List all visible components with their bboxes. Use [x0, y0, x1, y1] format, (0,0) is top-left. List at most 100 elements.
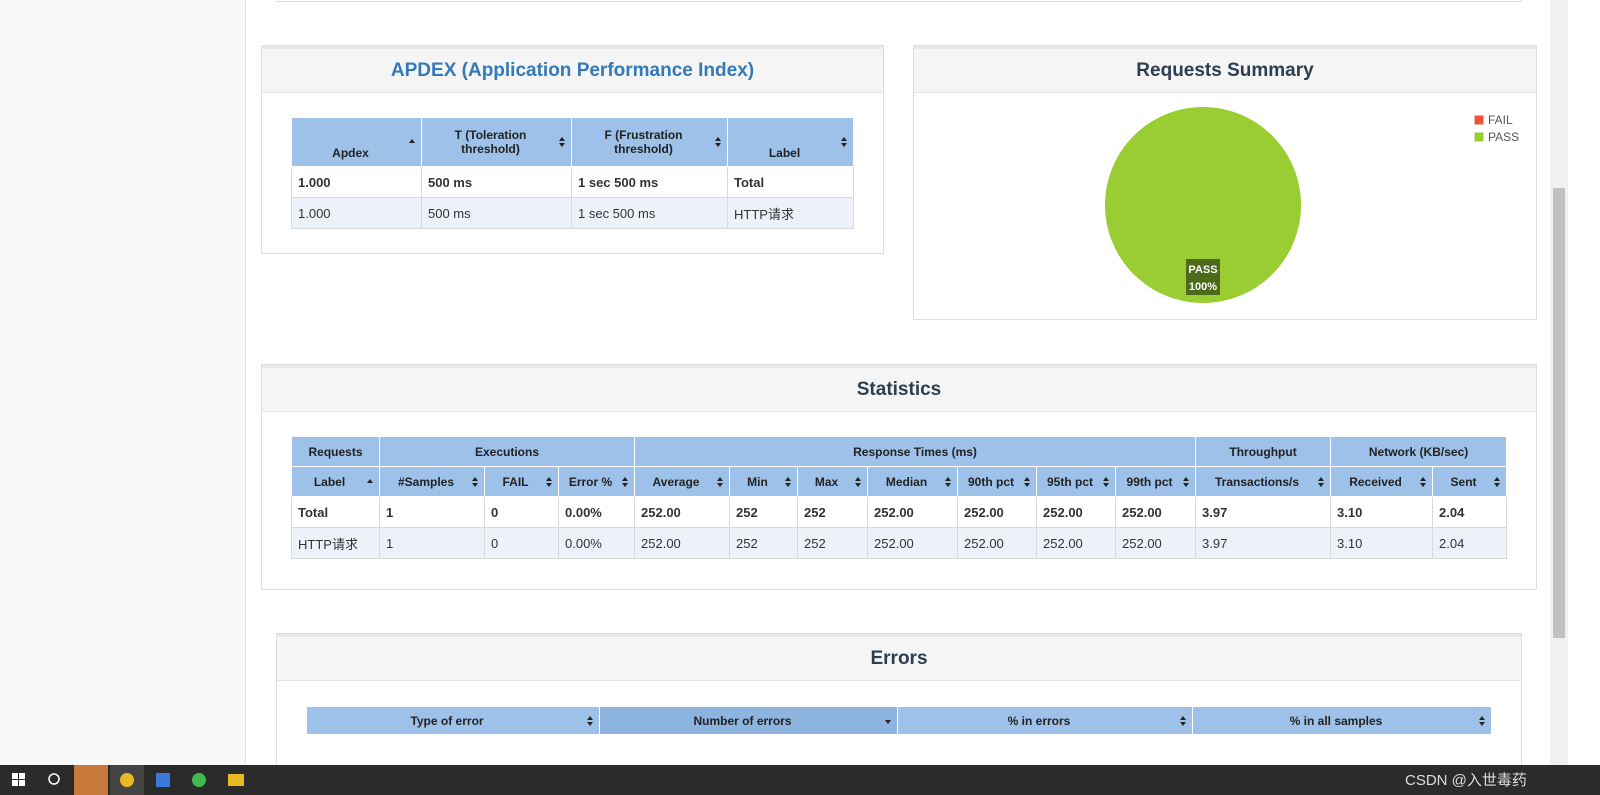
column-header[interactable]: F (Frustration threshold) [571, 117, 728, 167]
folder-icon[interactable] [228, 774, 244, 786]
legend-swatch [1473, 114, 1485, 126]
statistics-table: Requests Executions Response Times (ms) Thr… [291, 436, 1508, 559]
table-cell: 3.97 [1195, 527, 1332, 559]
column-header[interactable]: T (Toleration threshold) [421, 117, 572, 167]
table-cell: HTTP请求 [727, 197, 854, 229]
column-header[interactable]: Max [797, 466, 869, 497]
table-cell: 3.10 [1330, 527, 1434, 559]
apdex-table: Apdex T (Toleration threshold) F (Frustrat… [291, 117, 854, 229]
panel-title: Statistics [262, 365, 1536, 412]
app-icon[interactable] [156, 773, 170, 787]
table-row: 1.000 500 ms 1 sec 500 ms HTTP请求 [291, 197, 854, 229]
taskbar-icons: CSDN @入世毒药 [12, 765, 1527, 795]
scrollbar[interactable] [1550, 0, 1568, 765]
column-header[interactable]: % in errors [897, 706, 1193, 735]
table-cell: 252.00 [1115, 496, 1197, 528]
column-header[interactable]: Apdex [291, 117, 422, 167]
sidebar [0, 0, 246, 765]
column-header[interactable]: Label [727, 117, 854, 167]
table-cell: 252.00 [957, 496, 1038, 528]
table-cell: 0.00% [557, 496, 636, 528]
group-header: Requests [291, 436, 380, 467]
chrome-icon[interactable] [120, 773, 134, 787]
column-header[interactable]: Received [1330, 466, 1434, 497]
table-cell: HTTP请求 [291, 527, 380, 559]
header-row: Type of error Number of errors% in errors… [306, 706, 1492, 735]
column-header[interactable]: #Samples [379, 466, 485, 497]
table-cell: 252.00 [867, 496, 959, 528]
table-cell: Total [291, 496, 380, 528]
group-row: Requests Executions Response Times (ms) Thr… [291, 436, 1508, 467]
table-cell: 2.04 [1432, 496, 1508, 528]
group-header: Executions [378, 436, 636, 467]
column-header[interactable]: Error % [557, 466, 636, 497]
column-header[interactable]: 95th pct [1036, 466, 1117, 497]
column-header[interactable]: % in all samples [1192, 706, 1492, 735]
taskbar: CSDN @入世毒药 [0, 765, 1600, 795]
table-cell: 252.00 [957, 527, 1038, 559]
table-row: 1.000 500 ms 1 sec 500 ms Total [291, 166, 854, 198]
app-icon[interactable] [74, 765, 108, 795]
table-cell: 1 sec 500 ms [571, 197, 728, 229]
table-cell: 252.00 [1036, 496, 1117, 528]
table-cell: 252 [797, 527, 869, 559]
table-cell: 0.00% [557, 527, 636, 559]
column-header[interactable]: Type of error [306, 706, 600, 735]
table-cell: 500 ms [421, 166, 572, 198]
pie-label-box [1186, 259, 1220, 295]
column-header[interactable]: Transactions/s [1195, 466, 1332, 497]
table-cell: 0 [484, 496, 559, 528]
panel-title: Errors [277, 634, 1521, 681]
errors-table: Type of error Number of errors% in errors… [306, 706, 1492, 735]
column-header[interactable]: Sent [1432, 466, 1508, 497]
pie-chart: FAIL PASS PASS 100% [1105, 107, 1519, 303]
group-header: Network (KB/sec) [1330, 436, 1508, 467]
table-cell: 252.00 [634, 496, 731, 528]
scroll-thumb[interactable] [1553, 188, 1565, 638]
column-header[interactable]: FAIL [484, 466, 559, 497]
group-header: Throughput [1195, 436, 1332, 467]
legend-label[interactable]: FAIL [1488, 113, 1513, 127]
table-cell: 252.00 [1036, 527, 1117, 559]
summary-panel: Requests Summary FAIL PASS PASS 100% [913, 45, 1537, 320]
column-header[interactable]: Label [291, 466, 380, 497]
table-cell: 3.10 [1330, 496, 1434, 528]
apdex-panel: APDEX (Application Performance Index) Ap… [261, 45, 884, 254]
start-button[interactable] [12, 773, 25, 786]
errors-panel: Errors Type of error Number of errors% in… [276, 633, 1522, 773]
table-cell: 500 ms [421, 197, 572, 229]
pie-slice [1105, 107, 1301, 303]
pie-label: 100% [1189, 281, 1217, 293]
group-header: Response Times (ms) [634, 436, 1197, 467]
table-cell: 252.00 [867, 527, 959, 559]
table-cell: 1 [379, 527, 485, 559]
table-cell: 1 sec 500 ms [571, 166, 728, 198]
column-header[interactable]: 90th pct [957, 466, 1038, 497]
table-cell: 252 [729, 527, 799, 559]
column-header[interactable]: Average [634, 466, 731, 497]
table-cell: 0 [484, 527, 559, 559]
table-cell: 1.000 [291, 166, 422, 198]
panel-title: Requests Summary [914, 46, 1536, 93]
pie-label: PASS [1188, 264, 1217, 276]
table-cell: 1.000 [291, 197, 422, 229]
table-cell: 2.04 [1432, 527, 1508, 559]
column-header[interactable]: Number of errors [599, 706, 898, 735]
column-header[interactable]: Median [867, 466, 959, 497]
panel-title: APDEX (Application Performance Index) [262, 46, 883, 93]
table-cell: 1 [379, 496, 485, 528]
legend-label[interactable]: PASS [1488, 130, 1519, 144]
watermark: CSDN @入世毒药 [1405, 772, 1527, 789]
search-icon[interactable] [48, 773, 60, 785]
table-row: Total 1 0 0.00% 252.00 252 252 252.00 252.00 252.… [291, 496, 1508, 528]
header-row: Label #Samples FAIL Error % Average Min Max Med… [291, 466, 1508, 497]
column-header[interactable]: 99th pct [1115, 466, 1197, 497]
wechat-icon[interactable] [192, 773, 206, 787]
table-cell: 3.97 [1195, 496, 1332, 528]
table-cell: 252.00 [1115, 527, 1197, 559]
column-header[interactable]: Min [729, 466, 799, 497]
table-cell: Total [727, 166, 854, 198]
table-cell: 252.00 [634, 527, 731, 559]
panel-top [276, 0, 1522, 2]
